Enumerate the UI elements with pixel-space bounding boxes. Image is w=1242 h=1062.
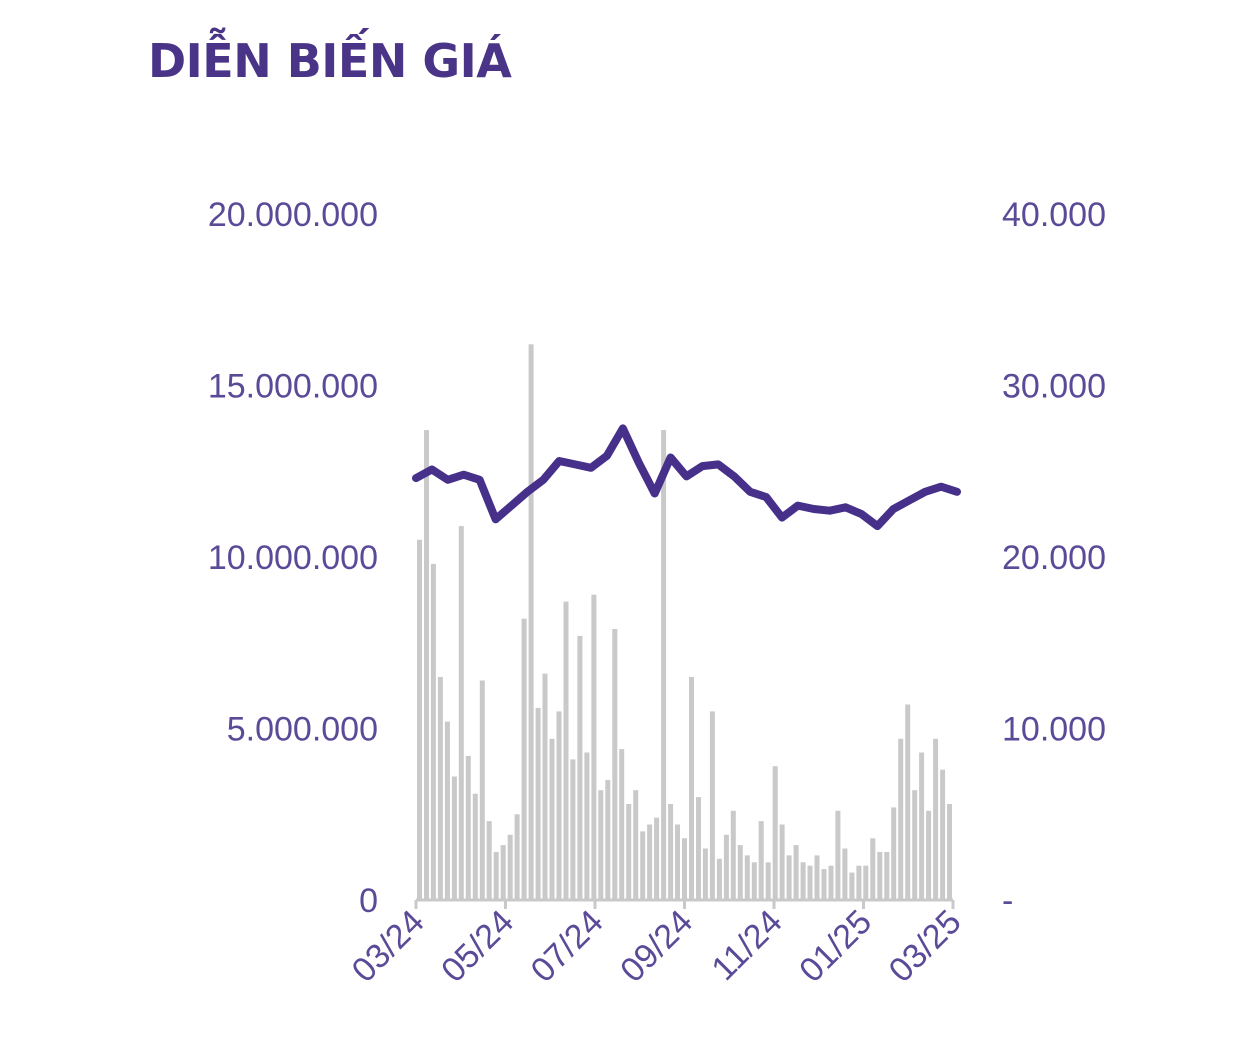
volume-bar — [570, 759, 576, 900]
volume-bar — [765, 862, 771, 900]
volume-bar — [500, 845, 506, 900]
volume-bar — [577, 635, 583, 900]
volume-bar — [465, 755, 471, 900]
x-tick-label: 03/24 — [345, 903, 432, 990]
volume-bar — [430, 563, 436, 900]
price-line — [412, 424, 961, 531]
volume-bar — [661, 430, 667, 900]
volume-bar — [612, 629, 618, 900]
y-left-tick-label: 5.000.000 — [227, 711, 378, 749]
volume-bar — [647, 824, 653, 900]
volume-bar — [940, 769, 946, 900]
volume-bar — [563, 601, 569, 900]
volume-bar — [730, 810, 736, 900]
volume-bar — [702, 848, 708, 900]
y-right-tick-label: 30.000 — [1002, 368, 1106, 406]
volume-bar — [842, 848, 848, 900]
x-tick-label: 11/24 — [704, 903, 789, 988]
y-right-tick-label: - — [1002, 882, 1013, 920]
y-right-tick-label: 10.000 — [1002, 711, 1106, 749]
volume-bar — [933, 738, 939, 900]
volume-bar — [626, 804, 632, 900]
volume-bar — [493, 852, 499, 900]
volume-bar — [507, 834, 513, 900]
volume-bar — [668, 804, 674, 900]
volume-bar — [863, 865, 869, 900]
volume-bar — [723, 834, 729, 900]
volume-bar — [633, 790, 639, 900]
volume-bar — [514, 814, 520, 901]
x-tick-label: 09/24 — [613, 903, 700, 990]
volume-bar — [591, 594, 597, 900]
volume-bar — [800, 862, 806, 900]
volume-bar — [549, 738, 555, 900]
volume-bar — [521, 618, 527, 900]
volume-bar — [772, 766, 778, 900]
volume-bar — [535, 707, 541, 900]
volume-bar — [856, 865, 862, 900]
y-left-tick-label: 10.000.000 — [208, 539, 378, 577]
volume-bar — [528, 344, 534, 900]
y-right-tick-label: 20.000 — [1002, 539, 1106, 577]
volume-bar — [912, 790, 918, 900]
volume-bar — [486, 821, 492, 900]
y-right-tick-label: 40.000 — [1002, 196, 1106, 234]
volume-bar — [898, 738, 904, 900]
volume-bar — [682, 838, 687, 900]
chart-title: DIỄN BIẾN GIÁ — [148, 34, 512, 88]
volume-bar — [598, 790, 604, 900]
volume-bar — [807, 865, 813, 900]
volume-bar — [417, 539, 422, 900]
volume-bar — [779, 824, 785, 900]
volume-bar — [619, 749, 625, 900]
volume-bar — [640, 831, 646, 900]
volume-bar — [458, 526, 464, 900]
volume-bar — [828, 865, 834, 900]
volume-bar — [424, 430, 429, 900]
volume-bar — [472, 793, 478, 900]
volume-bar — [584, 752, 590, 900]
volume-bar — [556, 711, 562, 900]
volume-bar — [675, 824, 680, 900]
volume-bar — [709, 711, 715, 900]
x-tick-label: 05/24 — [434, 903, 521, 990]
volume-bar — [542, 673, 548, 900]
volume-bar — [751, 862, 757, 900]
volume-bar — [696, 797, 701, 900]
y-left-tick-label: 15.000.000 — [208, 368, 378, 406]
volume-bar — [919, 752, 925, 900]
volume-bar — [793, 845, 799, 900]
volume-bar — [654, 817, 660, 900]
volume-bar — [437, 677, 443, 900]
volume-bar — [891, 807, 897, 900]
volume-bar — [877, 852, 883, 900]
x-tick-label: 07/24 — [524, 903, 611, 990]
volume-bar — [716, 858, 722, 900]
volume-bar — [849, 872, 855, 900]
volume-bar — [786, 855, 792, 900]
volume-bar — [905, 704, 911, 900]
volume-bar — [737, 845, 743, 900]
volume-bar — [926, 810, 932, 900]
volume-bar — [451, 776, 457, 900]
volume-bar — [689, 677, 694, 900]
volume-bar — [947, 804, 952, 900]
volume-bar — [605, 780, 611, 900]
volume-bar — [444, 721, 450, 900]
volume-bar — [835, 810, 841, 900]
x-tick-label: 01/25 — [792, 903, 879, 990]
volume-bar — [884, 852, 890, 900]
volume-bar — [758, 821, 764, 900]
y-left-tick-label: 20.000.000 — [208, 196, 378, 234]
volume-bar — [814, 855, 820, 900]
volume-bar — [744, 855, 750, 900]
volume-bar — [870, 838, 876, 900]
volume-bar — [479, 680, 485, 900]
y-left-tick-label: 0 — [359, 882, 378, 920]
x-tick-label: 03/25 — [882, 903, 969, 990]
volume-bar — [821, 869, 827, 900]
